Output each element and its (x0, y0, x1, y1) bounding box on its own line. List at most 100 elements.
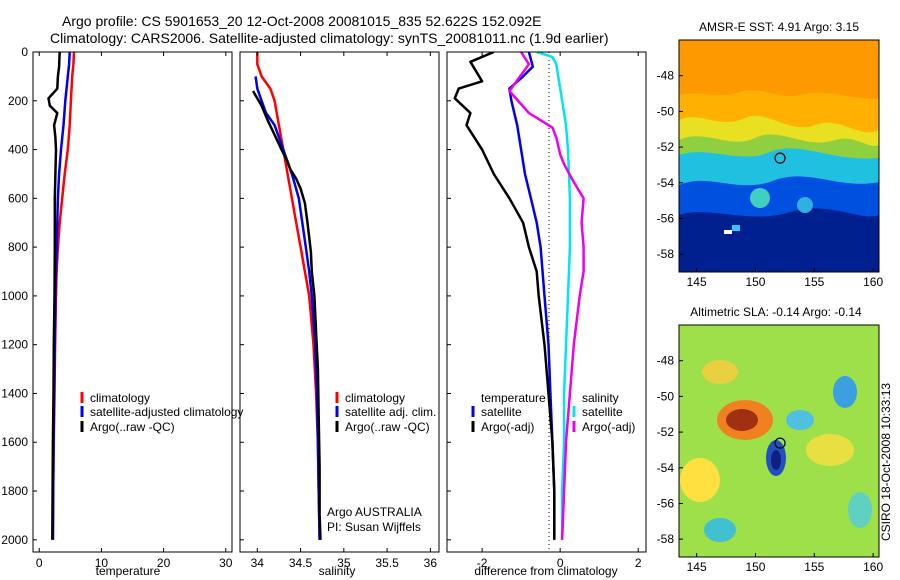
x-tick-label: 20 (157, 556, 171, 570)
sla-low-anomaly (704, 518, 736, 542)
y-tick-label: -52 (657, 140, 675, 154)
y-tick-label: -54 (657, 176, 675, 190)
x-tick-label: 145 (687, 275, 707, 289)
x-tick-label: 160 (863, 275, 883, 289)
sla-high-anomaly (702, 360, 738, 384)
difference-panel: -2 0 2 difference from climatology tempera… (446, 51, 647, 578)
legend-label-satellite: satellite adj. clim. (345, 405, 436, 419)
legend-label-temp-argo: Argo(-adj) (481, 420, 534, 434)
salinity-annotation-line1: Argo AUSTRALIA (327, 505, 422, 519)
x-tick-label: 10 (95, 556, 109, 570)
x-tick-label: -2 (477, 556, 488, 570)
sla-map-ticks: 145 150 155 160 -48 -50 -52 -54 -56 -58 (657, 354, 884, 574)
y-tick-label: 1400 (1, 386, 28, 400)
y-tick-label: -54 (657, 461, 675, 475)
y-tick-label: -50 (657, 104, 675, 118)
sla-map-title: Altimetric SLA: -0.14 Argo: -0.14 (690, 305, 862, 319)
x-tick-label: 160 (863, 560, 883, 574)
difference-xlabel: difference from climatology (474, 564, 617, 578)
legend-label-sal-satellite: satellite (582, 405, 623, 419)
y-tick-label: -50 (657, 389, 675, 403)
sst-map-ticks: 145 150 155 160 -48 -50 -52 -54 -56 -58 (657, 69, 884, 289)
legend-label-argo: Argo(..raw -QC) (90, 420, 175, 434)
temperature-panel: 0 10 20 30 0 200 400 600 800 1000 1200 1400 1600 1800… (1, 45, 243, 578)
sla-high-anomaly (806, 434, 854, 466)
chart-title-line2: Climatology: CARS2006. Satellite-adjuste… (50, 30, 608, 46)
sla-low-anomaly (848, 492, 872, 528)
temperature-xlabel: temperature (96, 564, 161, 578)
sst-eddy (750, 188, 770, 208)
salinity-annotation-line2: PI: Susan Wijffels (327, 520, 421, 534)
difference-legend-temperature: temperature satellite Argo(-adj) (471, 391, 546, 434)
y-tick-label: -56 (657, 211, 675, 225)
x-tick-label: 34.5 (289, 556, 313, 570)
temperature-axes-frame (32, 51, 233, 553)
sla-map-frame (678, 324, 880, 558)
legend-title-salinity: salinity (582, 391, 619, 405)
argo-float-marker (774, 152, 786, 164)
x-tick-label: 150 (745, 275, 765, 289)
sst-deep-blue (679, 208, 879, 272)
sla-low-anomaly (833, 376, 857, 408)
y-tick-label: 2000 (1, 533, 28, 547)
y-tick-label: 600 (8, 191, 28, 205)
sla-low-anomaly (786, 410, 814, 430)
series-line (508, 52, 585, 540)
y-tick-label: -58 (657, 532, 675, 546)
sst-eddy (797, 197, 813, 213)
difference-axes-frame (446, 51, 647, 553)
argo-float-marker (774, 437, 786, 449)
y-tick-label: 1200 (1, 338, 28, 352)
x-tick-label: 36 (424, 556, 438, 570)
sst-map-panel: AMSR-E SST: 4.91 Argo: 3.15 145 150 155 160… (657, 20, 884, 289)
legend-title-temperature: temperature (481, 391, 546, 405)
y-tick-label: 1000 (1, 289, 28, 303)
legend-label-temp-satellite: satellite (481, 405, 522, 419)
difference-lines (453, 52, 585, 540)
legend-label-argo: Argo(..raw -QC) (345, 420, 430, 434)
series-line (251, 90, 322, 540)
sst-land-mask (732, 225, 740, 231)
temperature-ticks: 0 10 20 30 0 200 400 600 800 1000 1200 1400 1600 1800… (1, 45, 232, 570)
x-tick-label: 0 (557, 556, 564, 570)
legend-label-satellite: satellite-adjusted climatology (90, 405, 243, 419)
salinity-xlabel: salinity (319, 564, 356, 578)
y-tick-label: -52 (657, 425, 675, 439)
y-tick-label: -48 (657, 354, 675, 368)
salinity-ticks: 34 34.5 35 35.5 36 (240, 51, 438, 570)
legend-label-sal-argo: Argo(-adj) (582, 420, 635, 434)
x-tick-label: 2 (635, 556, 642, 570)
legend-label-climatology: climatology (345, 391, 405, 405)
y-tick-label: -48 (657, 69, 675, 83)
x-tick-label: 0 (36, 556, 43, 570)
y-tick-label: 1600 (1, 435, 28, 449)
salinity-lines (251, 52, 322, 540)
x-tick-label: 35.5 (375, 556, 399, 570)
x-tick-label: 150 (745, 560, 765, 574)
x-tick-label: 155 (804, 560, 824, 574)
temperature-legend: climatology satellite-adjusted climatolo… (80, 391, 243, 434)
series-line (536, 52, 572, 540)
chart-title-line1: Argo profile: CS 5901653_20 12-Oct-2008 … (62, 13, 542, 29)
x-tick-label: 30 (219, 556, 233, 570)
sst-map-title: AMSR-E SST: 4.91 Argo: 3.15 (699, 20, 859, 34)
y-tick-label: 200 (8, 94, 28, 108)
x-tick-label: 145 (687, 560, 707, 574)
footer-timestamp: CSIRO 18-Oct-2008 10:33:13 (879, 383, 893, 541)
salinity-legend: climatology satellite adj. clim. Argo(..… (335, 391, 436, 434)
sst-map-frame (678, 39, 880, 273)
series-line (254, 76, 321, 540)
sla-high-anomaly (680, 458, 720, 502)
x-tick-label: 35 (337, 556, 351, 570)
sst-land-mask (724, 230, 732, 234)
x-tick-label: 155 (804, 275, 824, 289)
y-tick-label: 400 (8, 143, 28, 157)
salinity-axes-frame (239, 51, 440, 553)
x-tick-label: 34 (251, 556, 265, 570)
temperature-lines (47, 52, 76, 540)
y-tick-label: 800 (8, 240, 28, 254)
salinity-panel: 34 34.5 35 35.5 36 salinity climatology sate… (239, 51, 440, 578)
series-line (453, 52, 556, 540)
y-tick-label: 0 (21, 45, 28, 59)
